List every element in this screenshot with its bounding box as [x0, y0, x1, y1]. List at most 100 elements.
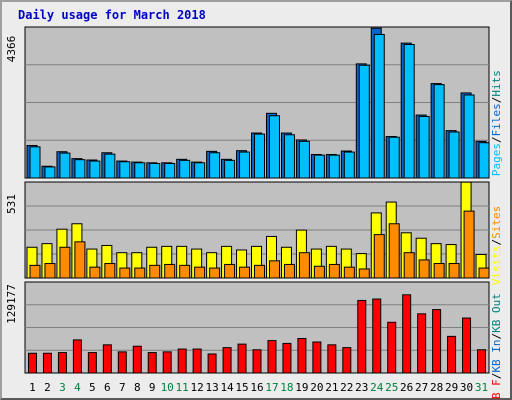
legend-: /	[490, 333, 503, 340]
right-axis-legend: Pages/Files/Hits	[490, 70, 503, 176]
bar-files-day-6	[104, 153, 116, 179]
legend-sites: Sites	[490, 206, 503, 239]
bar-files-day-4	[74, 159, 86, 179]
legend-kbf: KB F	[490, 379, 503, 400]
day-label-3: 3	[59, 381, 66, 394]
day-label-30: 30	[460, 381, 473, 394]
bar-kb-f-day-7	[117, 351, 127, 374]
bar-files-day-22	[343, 151, 355, 179]
bar-kb-f-day-12	[192, 348, 202, 374]
bar-kb-f-day-30	[462, 317, 472, 374]
bar-kb-f-day-15	[237, 343, 247, 374]
bar-files-day-12	[194, 162, 206, 179]
right-axis-legend: KB F/KB In/KB Out	[490, 293, 503, 400]
day-label-7: 7	[119, 381, 126, 394]
bar-sites-day-10	[164, 263, 176, 279]
bar-sites-day-22	[343, 266, 355, 279]
y-max-label: 531	[5, 194, 18, 214]
day-label-18: 18	[280, 381, 293, 394]
bar-sites-day-1	[29, 264, 41, 279]
day-label-25: 25	[385, 381, 398, 394]
day-label-2: 2	[44, 381, 51, 394]
bar-files-day-15	[239, 151, 251, 179]
bar-kb-f-day-3	[57, 352, 67, 374]
bar-kb-f-day-5	[87, 352, 97, 374]
bar-files-day-25	[388, 136, 400, 179]
bar-kb-f-day-25	[387, 321, 397, 374]
bar-kb-f-day-24	[372, 298, 382, 374]
bar-sites-day-9	[149, 264, 161, 279]
bar-files-day-18	[283, 134, 295, 179]
bar-sites-day-8	[134, 267, 146, 279]
bar-kb-f-day-8	[132, 345, 142, 374]
chart-title: Daily usage for March 2018	[18, 8, 206, 22]
bar-kb-f-day-18	[282, 342, 292, 374]
bar-files-day-29	[448, 131, 460, 179]
bar-sites-day-18	[283, 263, 295, 279]
bar-kb-f-day-6	[102, 344, 112, 374]
bar-kb-f-day-22	[342, 347, 352, 374]
bar-sites-day-15	[239, 266, 251, 279]
y-max-label: 4366	[5, 36, 18, 63]
bar-kb-f-day-26	[402, 294, 412, 374]
bar-kb-f-day-23	[357, 299, 367, 374]
day-label-26: 26	[400, 381, 413, 394]
day-label-16: 16	[250, 381, 263, 394]
bar-sites-day-19	[298, 252, 310, 279]
day-label-27: 27	[415, 381, 428, 394]
day-label-8: 8	[134, 381, 141, 394]
bar-kb-f-day-14	[222, 347, 232, 374]
legend-pages: Pages	[490, 143, 503, 176]
bar-kb-f-day-28	[432, 309, 442, 374]
day-label-29: 29	[445, 381, 458, 394]
bar-kb-f-day-31	[477, 349, 487, 374]
bar-files-day-1	[29, 146, 41, 179]
y-max-label: 129177	[5, 284, 18, 324]
bar-kb-f-day-2	[42, 352, 52, 374]
bar-files-day-21	[328, 154, 340, 179]
day-label-28: 28	[430, 381, 443, 394]
bar-sites-day-4	[74, 241, 86, 279]
day-label-12: 12	[191, 381, 204, 394]
bar-kb-f-day-17	[267, 340, 277, 374]
bar-sites-day-17	[268, 260, 280, 279]
bar-files-day-16	[254, 133, 266, 179]
day-label-9: 9	[149, 381, 156, 394]
bar-files-day-26	[403, 44, 415, 179]
bar-files-day-11	[179, 159, 191, 179]
bar-kb-f-day-16	[252, 349, 262, 374]
bar-kb-f-day-21	[327, 344, 337, 374]
day-label-6: 6	[104, 381, 111, 394]
bar-sites-day-3	[59, 246, 71, 279]
bar-sites-day-26	[403, 252, 415, 279]
bar-files-day-23	[358, 64, 370, 179]
day-label-5: 5	[89, 381, 96, 394]
bar-sites-day-31	[478, 267, 490, 279]
day-label-13: 13	[205, 381, 218, 394]
bar-sites-day-7	[119, 267, 131, 279]
bar-kb-f-day-11	[177, 348, 187, 374]
bar-files-day-9	[149, 162, 161, 179]
day-label-23: 23	[355, 381, 368, 394]
bar-kb-f-day-1	[27, 352, 37, 374]
legend-hits: Hits	[490, 70, 503, 97]
bar-files-day-10	[164, 162, 176, 179]
bar-kb-f-day-20	[312, 341, 322, 374]
day-label-15: 15	[235, 381, 248, 394]
bar-files-day-27	[418, 115, 430, 179]
legend-files: Files	[490, 103, 503, 136]
bar-sites-day-16	[254, 264, 266, 279]
bar-sites-day-25	[388, 223, 400, 279]
bar-files-day-28	[433, 84, 445, 179]
day-label-19: 19	[295, 381, 308, 394]
bar-sites-day-21	[328, 263, 340, 279]
bar-kb-f-day-27	[417, 313, 427, 374]
day-label-11: 11	[176, 381, 189, 394]
right-axis-legend: Visits/Sites	[490, 206, 503, 286]
day-label-24: 24	[370, 381, 384, 394]
bar-kb-f-day-13	[207, 353, 217, 374]
bar-sites-day-20	[313, 265, 325, 279]
bar-files-day-24	[373, 33, 385, 179]
bar-sites-day-13	[209, 267, 221, 279]
